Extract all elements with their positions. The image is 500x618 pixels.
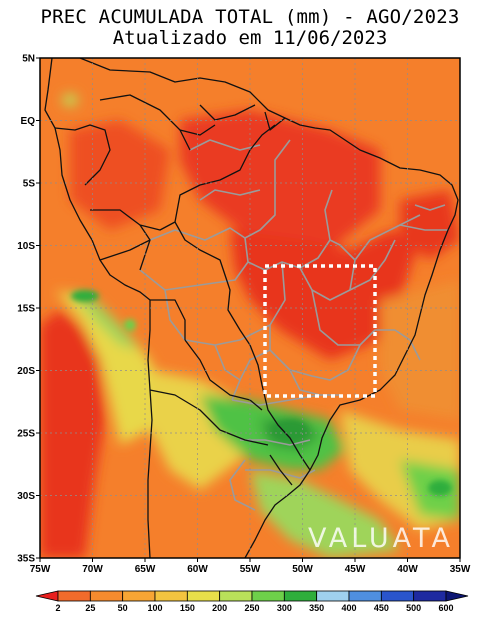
colorbar-swatch	[89, 590, 124, 602]
colorbar-swatch	[35, 590, 59, 602]
colorbar-swatch	[283, 590, 318, 602]
colorbar-label: 350	[309, 603, 324, 613]
lat-label: 25S	[17, 429, 35, 440]
colorbar-label: 50	[118, 603, 128, 613]
precipitation-field	[40, 58, 460, 558]
colorbar-swatch	[219, 590, 253, 602]
lat-label: 5S	[23, 179, 36, 190]
lat-label: 10S	[17, 241, 35, 252]
colorbar-label: 25	[85, 603, 95, 613]
lon-label: 55W	[240, 564, 261, 575]
colorbar-swatch	[154, 590, 188, 602]
lat-label: 30S	[17, 491, 35, 502]
colorbar: 2 25 50 100 150 200 250 300 350 400 450 500 600	[35, 590, 469, 613]
latitude-axis: 5N EQ 5S 10S 15S 20S 25S 30S 35S	[17, 54, 40, 565]
lon-label: 75W	[30, 564, 51, 575]
colorbar-label: 600	[438, 603, 453, 613]
colorbar-label: 250	[244, 603, 259, 613]
lat-label: 5N	[22, 54, 35, 65]
colorbar-label: 450	[374, 603, 389, 613]
colorbar-swatch	[348, 590, 382, 602]
chart-title: PREC ACUMULADA TOTAL (mm) - AGO/2023	[40, 6, 460, 28]
colorbar-swatch	[413, 590, 447, 602]
colorbar-label: 2	[55, 603, 60, 613]
lat-label: EQ	[21, 116, 36, 127]
lat-label: 20S	[17, 366, 35, 377]
colorbar-swatch	[186, 590, 221, 602]
colorbar-label: 150	[180, 603, 195, 613]
colorbar-label: 400	[341, 603, 356, 613]
watermark: VALUATA	[308, 523, 454, 554]
lon-label: 70W	[82, 564, 103, 575]
lat-label: 15S	[17, 304, 35, 315]
colorbar-label: 200	[212, 603, 227, 613]
colorbar-label: 300	[277, 603, 292, 613]
country-borders	[44, 58, 459, 558]
colorbar-swatch	[316, 590, 350, 602]
colorbar-swatch	[380, 590, 415, 602]
colorbar-swatch	[57, 590, 91, 602]
longitude-axis: 75W 70W 65W 60W 55W 50W 45W 40W 35W	[30, 558, 471, 575]
colorbar-swatch	[445, 590, 469, 602]
colorbar-label: 100	[147, 603, 162, 613]
lon-label: 60W	[187, 564, 208, 575]
lon-label: 50W	[292, 564, 313, 575]
colorbar-swatch	[251, 590, 285, 602]
chart-subtitle: Atualizado em 11/06/2023	[112, 27, 388, 49]
lon-label: 65W	[135, 564, 156, 575]
lat-label: 35S	[17, 554, 35, 565]
colorbar-label: 500	[406, 603, 421, 613]
lon-label: 35W	[450, 564, 471, 575]
lon-label: 40W	[397, 564, 418, 575]
colorbar-swatch	[122, 590, 156, 602]
lon-label: 45W	[345, 564, 366, 575]
gridlines	[40, 58, 460, 558]
